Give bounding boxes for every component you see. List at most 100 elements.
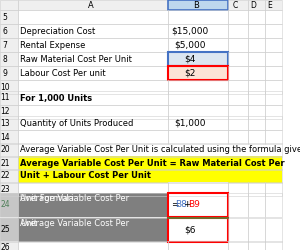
- Bar: [168, 241, 228, 250]
- Text: 8: 8: [3, 54, 8, 64]
- Bar: [0, 143, 18, 157]
- Bar: [0, 38, 18, 52]
- Bar: [18, 24, 168, 38]
- Bar: [248, 38, 265, 52]
- Bar: [0, 241, 18, 250]
- Bar: [248, 0, 265, 10]
- Text: 23: 23: [0, 184, 10, 194]
- Bar: [0, 66, 18, 80]
- Text: Raw Material Cost Per Unit: Raw Material Cost Per Unit: [20, 54, 132, 64]
- Bar: [0, 105, 18, 119]
- Bar: [265, 38, 282, 52]
- Bar: [18, 241, 168, 250]
- Text: $15,000: $15,000: [171, 26, 208, 36]
- Text: 26: 26: [0, 244, 10, 250]
- Bar: [0, 0, 18, 10]
- Bar: [168, 0, 228, 10]
- Bar: [168, 241, 228, 250]
- Bar: [0, 130, 18, 144]
- Bar: [0, 130, 18, 144]
- Text: 13: 13: [0, 118, 10, 128]
- Bar: [228, 10, 248, 24]
- Bar: [168, 0, 228, 10]
- Bar: [265, 193, 282, 217]
- Text: 24: 24: [0, 200, 10, 209]
- Bar: [0, 182, 18, 196]
- Bar: [18, 116, 168, 130]
- Bar: [168, 66, 228, 80]
- Bar: [18, 193, 168, 217]
- Bar: [265, 218, 282, 242]
- Bar: [18, 182, 168, 196]
- Bar: [265, 182, 282, 196]
- Bar: [18, 66, 168, 80]
- Bar: [168, 66, 228, 80]
- Bar: [248, 52, 265, 66]
- Bar: [248, 130, 265, 144]
- Text: 25: 25: [0, 226, 10, 234]
- Bar: [168, 38, 228, 52]
- Bar: [18, 130, 168, 144]
- Bar: [248, 24, 265, 38]
- Bar: [168, 130, 228, 144]
- Bar: [168, 218, 228, 242]
- Bar: [168, 193, 228, 217]
- Text: 7: 7: [3, 40, 8, 50]
- Text: Average Variable Cost Per Unit is calculated using the formula given below: Average Variable Cost Per Unit is calcul…: [20, 146, 300, 154]
- Bar: [0, 80, 18, 94]
- Bar: [248, 105, 265, 119]
- Bar: [248, 0, 265, 10]
- Text: 12: 12: [0, 108, 10, 116]
- Bar: [168, 91, 228, 105]
- Text: Labour Cost Per unit: Labour Cost Per unit: [20, 68, 106, 78]
- Text: Depreciation Cost: Depreciation Cost: [20, 26, 95, 36]
- Bar: [18, 38, 168, 52]
- Bar: [228, 193, 248, 217]
- Bar: [18, 91, 168, 105]
- Bar: [18, 52, 168, 66]
- Bar: [265, 91, 282, 105]
- Bar: [168, 38, 228, 52]
- Bar: [168, 80, 228, 94]
- Bar: [265, 24, 282, 38]
- Bar: [18, 169, 282, 183]
- Bar: [0, 105, 18, 119]
- Text: 9: 9: [3, 68, 8, 78]
- Text: $5,000: $5,000: [174, 40, 206, 50]
- Bar: [18, 10, 168, 24]
- Bar: [0, 156, 18, 170]
- Text: Unit: Unit: [20, 220, 37, 228]
- Bar: [228, 38, 248, 52]
- Bar: [0, 241, 18, 250]
- Bar: [228, 24, 248, 38]
- Bar: [168, 105, 228, 119]
- Bar: [0, 10, 18, 24]
- Bar: [168, 80, 228, 94]
- Bar: [18, 105, 168, 119]
- Text: D: D: [250, 0, 256, 10]
- Bar: [168, 193, 228, 217]
- Bar: [18, 218, 168, 242]
- Text: Unit Formula: Unit Formula: [20, 194, 74, 203]
- Bar: [265, 116, 282, 130]
- Bar: [0, 218, 18, 242]
- Bar: [228, 80, 248, 94]
- Bar: [0, 116, 18, 130]
- Bar: [18, 193, 168, 217]
- Text: 6: 6: [3, 26, 8, 36]
- Bar: [0, 52, 18, 66]
- Bar: [265, 105, 282, 119]
- Bar: [248, 182, 265, 196]
- Bar: [248, 218, 265, 242]
- Text: B9: B9: [188, 200, 200, 209]
- Bar: [0, 169, 18, 183]
- Text: 14: 14: [0, 132, 10, 141]
- Bar: [228, 66, 248, 80]
- Text: $6: $6: [184, 226, 196, 234]
- Bar: [18, 0, 168, 10]
- Text: For 1,000 Units: For 1,000 Units: [20, 94, 92, 102]
- Text: +: +: [184, 200, 191, 209]
- Bar: [228, 105, 248, 119]
- Bar: [0, 156, 18, 170]
- Text: 11: 11: [0, 94, 10, 102]
